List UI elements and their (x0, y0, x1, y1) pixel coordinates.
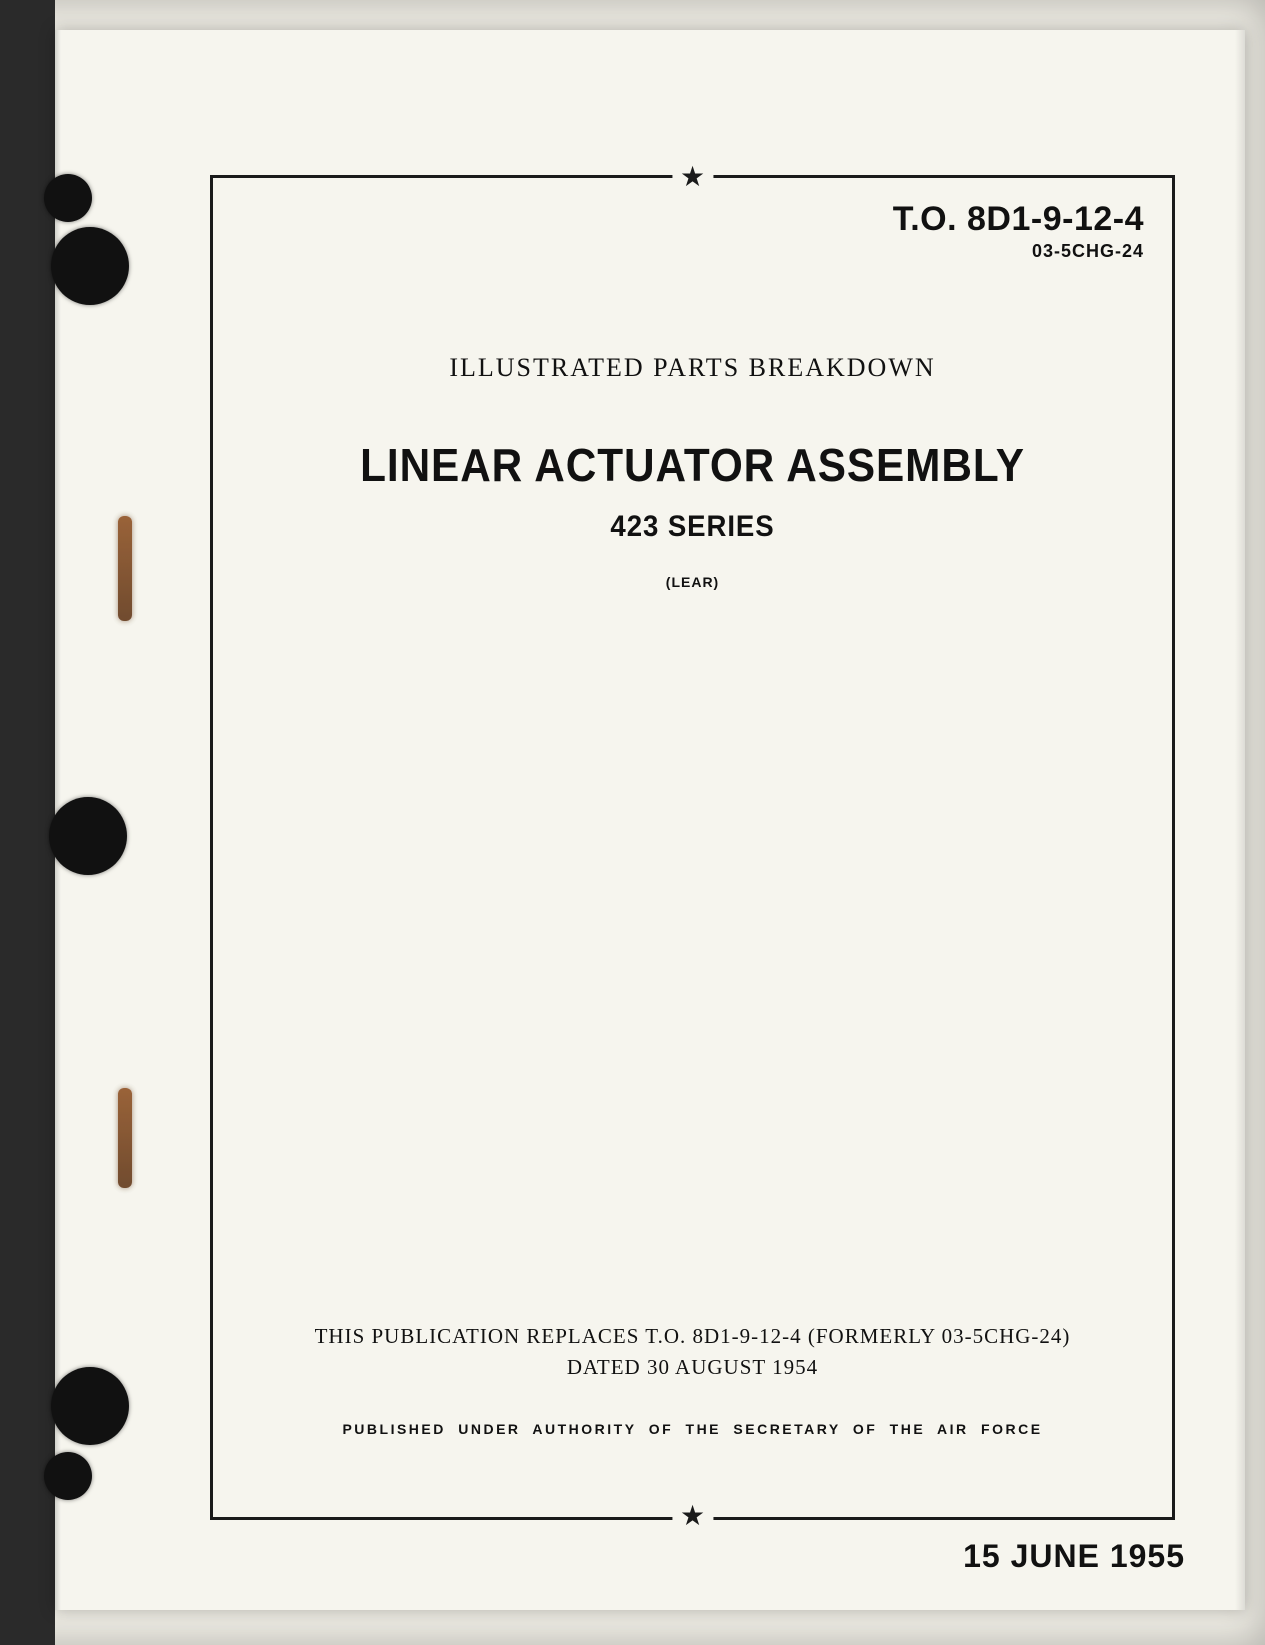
to-prefix: T.O. (893, 200, 957, 238)
punch-hole (51, 227, 129, 305)
star-icon: ★ (672, 1503, 713, 1531)
supersession-notice: THIS PUBLICATION REPLACES T.O. 8D1-9-12-… (213, 1321, 1172, 1382)
publication-date: 15 JUNE 1955 (963, 1538, 1185, 1575)
document-page: ★ ★ T.O. 8D1-9-12-4 03-5CHG-24 ILLUSTRAT… (55, 30, 1245, 1610)
page-border-frame: ★ ★ T.O. 8D1-9-12-4 03-5CHG-24 ILLUSTRAT… (210, 175, 1175, 1520)
manufacturer-line: (LEAR) (213, 574, 1172, 590)
technical-order-header: T.O. 8D1-9-12-4 03-5CHG-24 (893, 200, 1144, 262)
scan-bed: ★ ★ T.O. 8D1-9-12-4 03-5CHG-24 ILLUSTRAT… (0, 0, 1265, 1645)
former-to-number: 03-5CHG-24 (893, 241, 1144, 262)
staple-mark (118, 1088, 132, 1188)
punch-hole (44, 1452, 92, 1500)
to-number-value: 8D1-9-12-4 (967, 200, 1144, 238)
publication-authority: PUBLISHED UNDER AUTHORITY OF THE SECRETA… (213, 1421, 1172, 1437)
to-number: T.O. 8D1-9-12-4 (893, 200, 1144, 239)
supersession-line1: THIS PUBLICATION REPLACES T.O. 8D1-9-12-… (213, 1321, 1172, 1351)
punch-hole (44, 174, 92, 222)
title-block: ILLUSTRATED PARTS BREAKDOWN LINEAR ACTUA… (213, 353, 1172, 590)
star-icon: ★ (672, 164, 713, 192)
series-line: 423 SERIES (251, 510, 1133, 544)
punch-hole (49, 797, 127, 875)
staple-mark (118, 516, 132, 621)
doc-type-line: ILLUSTRATED PARTS BREAKDOWN (213, 353, 1172, 383)
punch-hole (51, 1367, 129, 1445)
scan-left-edge (0, 0, 55, 1645)
main-title: LINEAR ACTUATOR ASSEMBLY (251, 438, 1133, 492)
supersession-line2: DATED 30 AUGUST 1954 (213, 1352, 1172, 1382)
